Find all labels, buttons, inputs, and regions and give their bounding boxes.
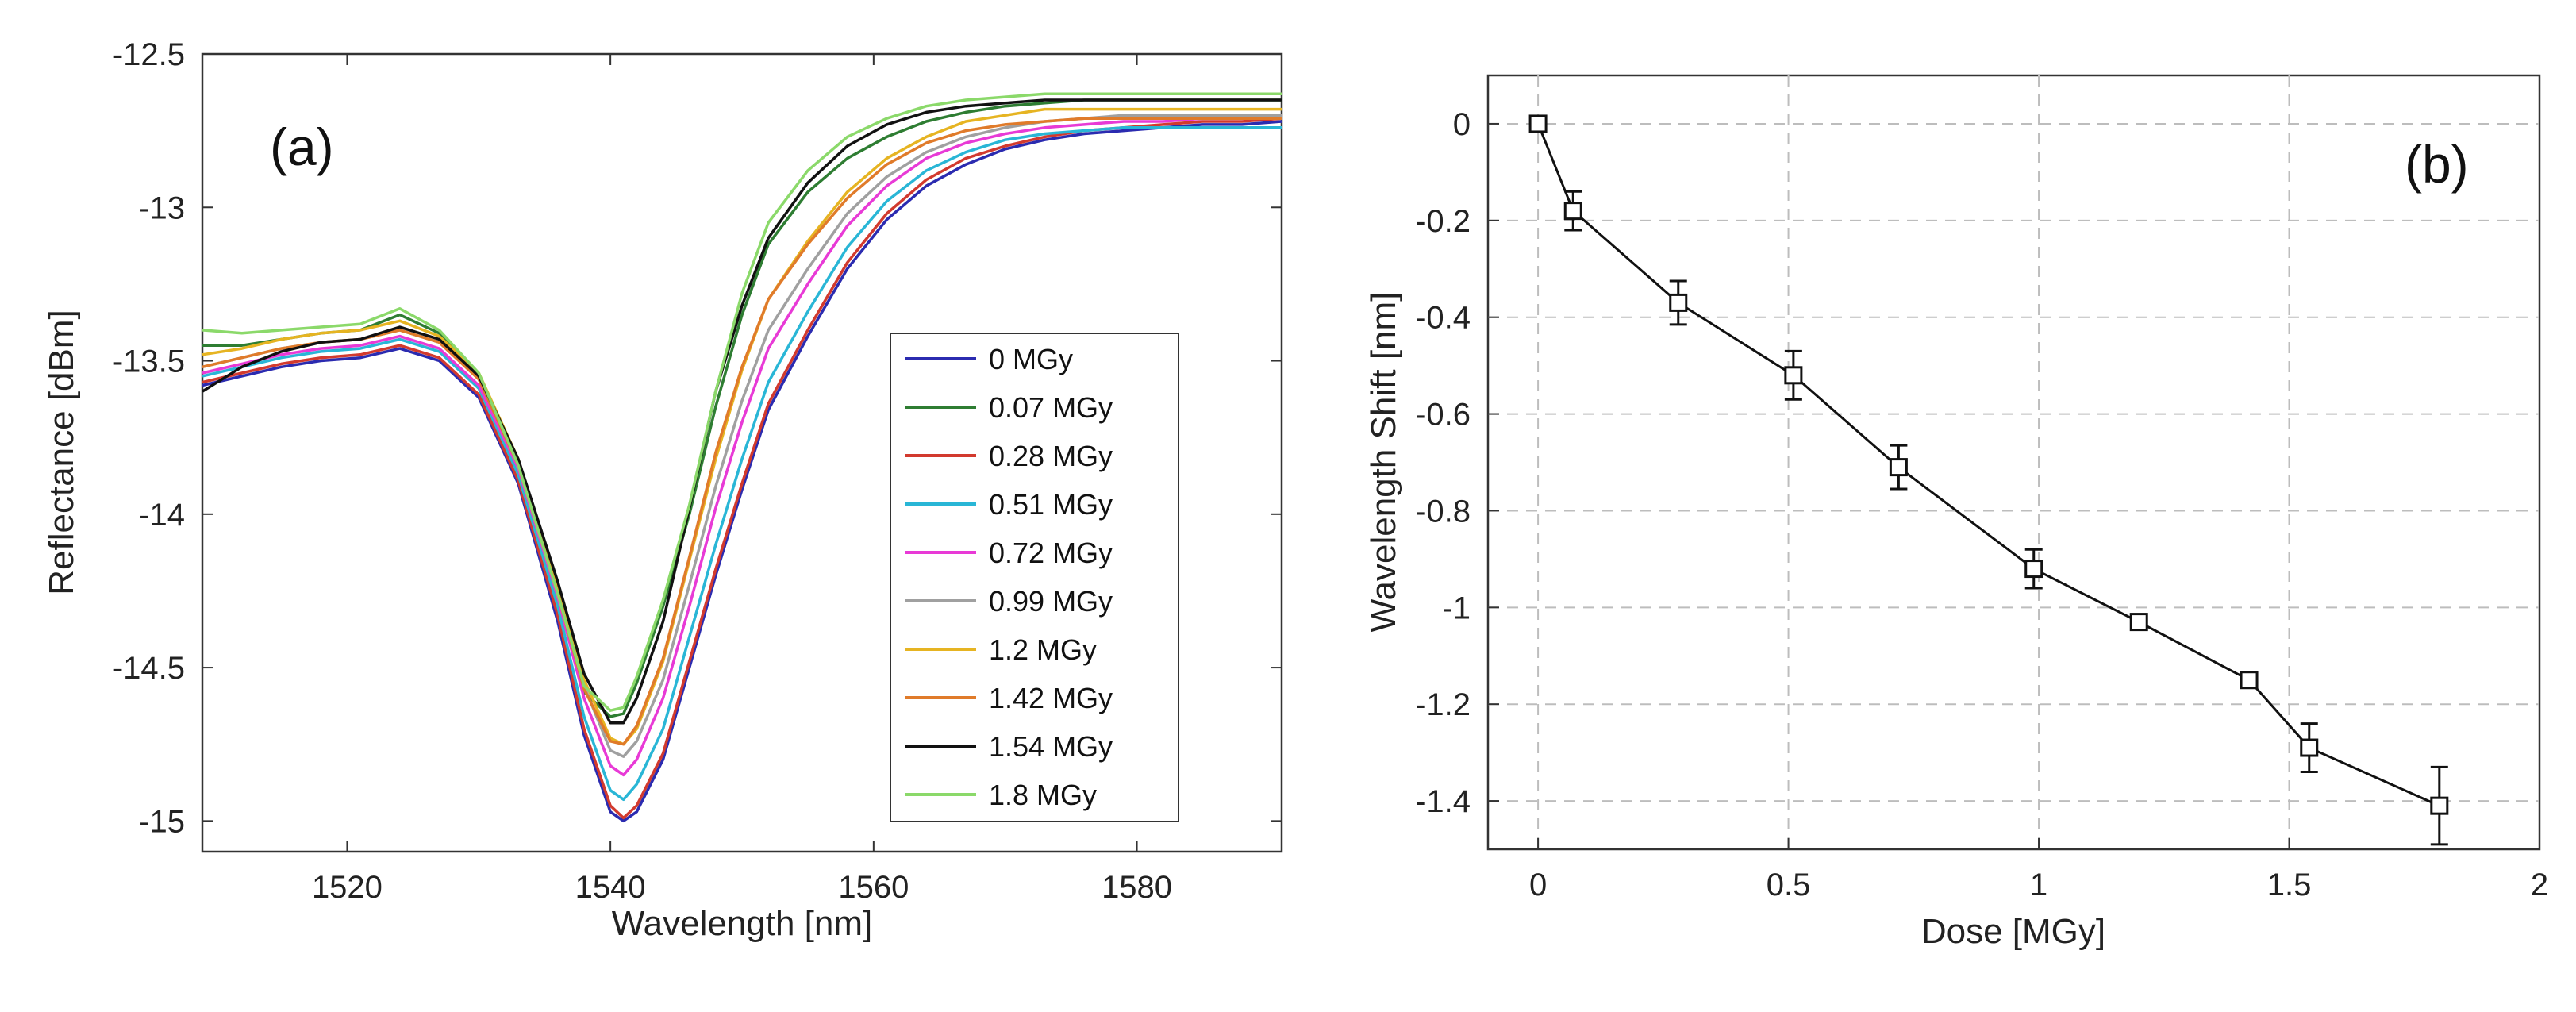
panel-a-legend: 0 MGy 0.07 MGy 0.28 MGy 0.51 MGy 0.72 MGy 0.9… [890, 333, 1179, 822]
legend-label-0-99-mgy: 0.99 MGy [989, 585, 1113, 618]
panel-b-plot-frame [1486, 74, 2541, 851]
panel-b-x-tick-label: 2 [2531, 868, 2548, 902]
panel-b-data-point [2129, 613, 2148, 632]
legend-label-0-51-mgy: 0.51 MGy [989, 488, 1113, 521]
panel-a-y-tick-label: -14 [139, 498, 185, 533]
panel-a-x-ticks: 1520 1540 1560 1580 [312, 54, 1172, 905]
panel-a-y-tick-label: -14.5 [113, 651, 185, 686]
panel-b-y-tick-label: -1.2 [1416, 687, 1471, 722]
panel-b-y-tick-label: -0.4 [1416, 301, 1471, 336]
panel-b-wavelength-shift: 0 -0.2 -0.4 -0.6 -0.8 -1 -1.2 -1.4 0 0.5 1 1.5 2 (b… [1364, 74, 2548, 951]
panel-b-data-point [2024, 560, 2043, 579]
panel-a-y-axis-title: Reflectance [dBm] [42, 310, 81, 595]
panel-a-series-0-72-mgy [202, 114, 1282, 777]
legend-label-0-mgy: 0 MGy [989, 343, 1073, 375]
panel-a-y-tick-label: -15 [139, 804, 185, 839]
legend-label-1-42-mgy: 1.42 MGy [989, 682, 1113, 714]
legend-label-1-2-mgy: 1.2 MGy [989, 633, 1097, 666]
panel-b-x-tick-label: 0.5 [1767, 868, 1811, 902]
panel-a-reflectance-spectra: -12.5 -13 -13.5 -14 -14.5 -15 1520 1540 1560 158… [42, 37, 1283, 943]
panel-a-label: (a) [270, 117, 334, 176]
panel-b-data-point [2300, 738, 2319, 757]
panel-a-series-1-42-mgy [202, 117, 1282, 746]
panel-b-y-ticks: 0 -0.2 -0.4 -0.6 -0.8 -1 -1.2 -1.4 [1416, 107, 1499, 819]
panel-b-y-tick-label: 0 [1453, 107, 1471, 142]
panel-a-series-0-51-mgy [202, 126, 1282, 802]
panel-a-series-group [202, 92, 1282, 823]
panel-b-data-point [1889, 458, 1908, 477]
legend-label-0-72-mgy: 0.72 MGy [989, 537, 1113, 569]
panel-a-y-ticks: -12.5 -13 -13.5 -14 -14.5 -15 [113, 37, 1282, 839]
panel-a-x-tick-label: 1560 [838, 870, 909, 905]
panel-b-y-tick-label: -1 [1442, 591, 1471, 625]
panel-b-y-tick-label: -1.4 [1416, 784, 1471, 819]
legend-label-0-07-mgy: 0.07 MGy [989, 391, 1113, 424]
panel-b-y-tick-label: -0.6 [1416, 398, 1471, 433]
legend-label-1-54-mgy: 1.54 MGy [989, 730, 1113, 763]
panel-b-label: (b) [2405, 135, 2469, 194]
panel-b-x-axis-title: Dose [MGy] [1921, 912, 2105, 951]
panel-b-data-point [1784, 366, 1803, 385]
panel-a-x-tick-label: 1520 [312, 870, 383, 905]
panel-b-data-point [1563, 202, 1582, 221]
panel-b-shift-line [1536, 123, 2440, 807]
panel-b-x-ticks: 0 0.5 1 1.5 2 [1529, 838, 2548, 902]
legend-label-1-8-mgy: 1.8 MGy [989, 779, 1097, 811]
panel-b-y-axis-title: Wavelength Shift [nm] [1364, 292, 1403, 633]
panel-a-x-axis-title: Wavelength [nm] [612, 904, 873, 943]
panel-a-series-0-mgy [202, 120, 1282, 823]
panel-b-x-tick-label: 1 [2030, 868, 2047, 902]
panel-b-data-point [2240, 671, 2259, 690]
panel-b-data-point [1669, 293, 1688, 312]
panel-a-y-tick-label: -13.5 [113, 344, 185, 379]
panel-a-x-tick-label: 1540 [575, 870, 646, 905]
panel-b-y-tick-label: -0.8 [1416, 494, 1471, 529]
legend-label-0-28-mgy: 0.28 MGy [989, 440, 1113, 472]
panel-b-x-tick-label: 1.5 [2267, 868, 2312, 902]
panel-b-series-group [1528, 114, 2449, 846]
panel-a-x-tick-label: 1580 [1102, 870, 1172, 905]
panel-b-y-tick-label: -0.2 [1416, 204, 1471, 239]
panel-a-y-tick-label: -13 [139, 190, 185, 225]
panel-a-legend-box [890, 333, 1179, 822]
panel-b-grid [1488, 75, 2539, 849]
panel-a-y-tick-label: -12.5 [113, 37, 185, 72]
panel-b-x-tick-label: 0 [1529, 868, 1547, 902]
panel-b-data-point [1528, 114, 1548, 133]
panel-a-series-1-8-mgy [202, 92, 1282, 712]
panel-b-data-point [2430, 796, 2449, 815]
